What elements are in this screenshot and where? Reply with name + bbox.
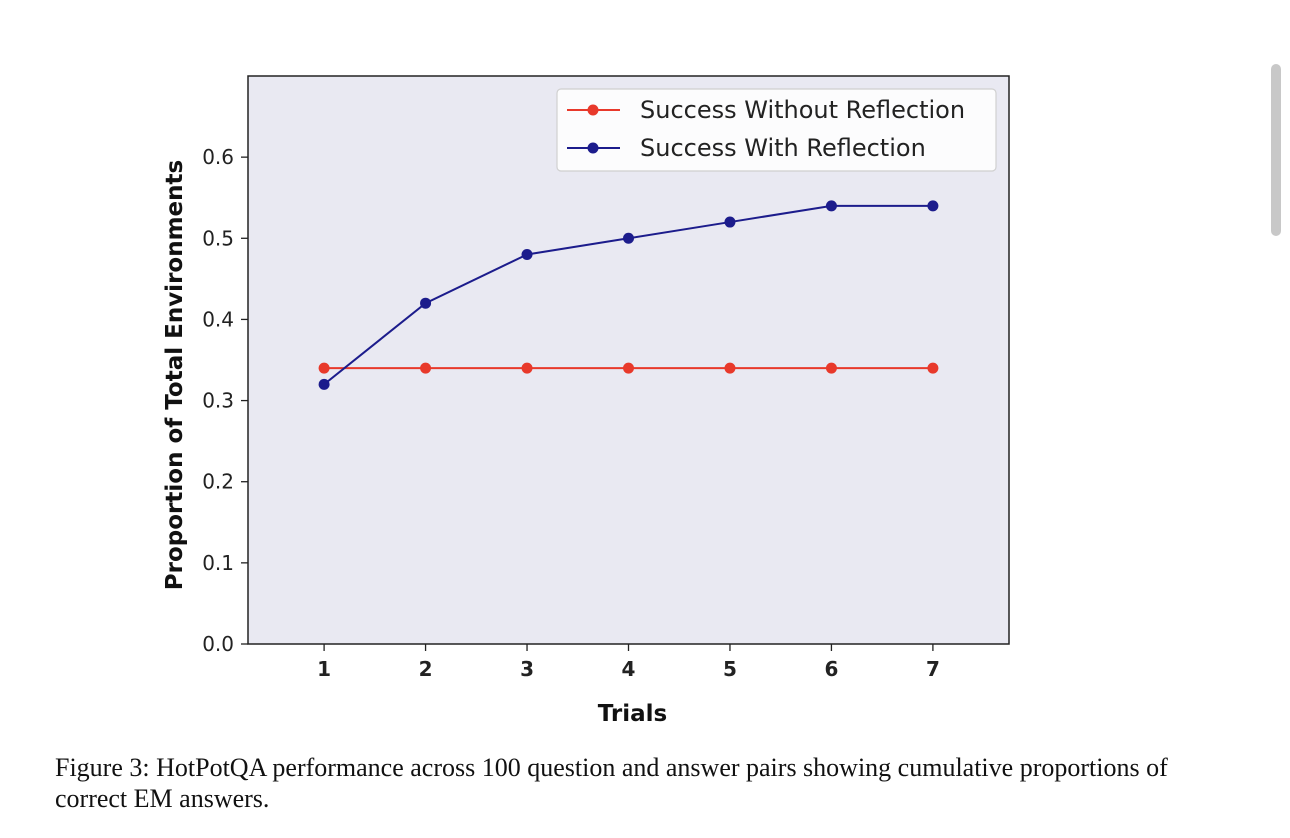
x-tick-label: 2 xyxy=(419,657,433,681)
data-point xyxy=(927,200,939,212)
y-axis-title: Proportion of Total Environments xyxy=(162,160,188,590)
data-point xyxy=(318,362,330,374)
series xyxy=(318,362,939,374)
data-point xyxy=(318,378,330,390)
y-tick-label: 0.1 xyxy=(202,551,234,575)
data-point xyxy=(927,362,939,374)
x-axis-title: Trials xyxy=(598,701,667,727)
x-axis-ticks: 1 2 3 4 5 6 7 xyxy=(317,644,940,681)
y-tick-label: 0.5 xyxy=(202,226,234,250)
data-point xyxy=(420,362,432,374)
line-chart: 0.0 0.1 0.2 0.3 0.4 0.5 0.6 1 2 3 4 5 6 7 Proportion… xyxy=(162,75,1010,727)
x-tick-label: 3 xyxy=(520,657,534,681)
data-point xyxy=(724,362,736,374)
x-tick-label: 5 xyxy=(723,657,737,681)
data-point xyxy=(521,249,533,261)
data-point xyxy=(825,362,837,374)
x-tick-label: 1 xyxy=(317,657,331,681)
data-point xyxy=(724,216,736,228)
legend: Success Without Reflection Success With R… xyxy=(556,88,997,172)
legend-marker xyxy=(587,142,599,154)
y-tick-label: 0.4 xyxy=(202,307,234,331)
series xyxy=(318,200,939,390)
x-tick-label: 6 xyxy=(824,657,838,681)
scrollbar[interactable] xyxy=(1271,64,1281,236)
figure-caption: Figure 3: HotPotQA performance across 10… xyxy=(55,753,1168,813)
legend-item: Success With Reflection xyxy=(567,134,926,162)
legend-marker xyxy=(587,104,599,116)
x-tick-label: 4 xyxy=(622,657,636,681)
data-point xyxy=(420,297,432,309)
legend-box xyxy=(556,88,997,172)
y-tick-label: 0.6 xyxy=(202,145,234,169)
x-tick-label: 7 xyxy=(926,657,940,681)
y-tick-label: 0.3 xyxy=(202,389,234,413)
data-point xyxy=(521,362,533,374)
data-point xyxy=(623,362,634,374)
y-axis-ticks: 0.0 0.1 0.2 0.3 0.4 0.5 0.6 xyxy=(202,145,248,656)
data-point xyxy=(825,200,837,212)
legend-label: Success With Reflection xyxy=(640,134,926,162)
legend-item: Success Without Reflection xyxy=(567,96,965,124)
legend-label: Success Without Reflection xyxy=(640,96,965,124)
y-tick-label: 0.2 xyxy=(202,470,234,494)
y-tick-label: 0.0 xyxy=(202,632,234,656)
data-point xyxy=(623,232,634,244)
series-layer xyxy=(318,200,939,390)
